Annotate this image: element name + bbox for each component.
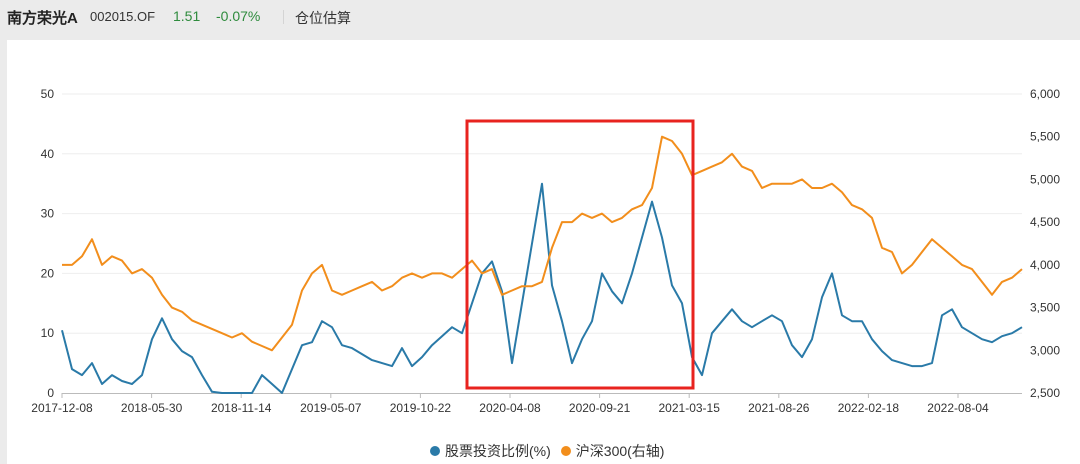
y-left-tick: 0 [47, 386, 54, 400]
y-right-tick: 2,500 [1030, 386, 1060, 400]
x-tick-label: 2022-08-04 [927, 401, 989, 415]
fund-code: 002015.OF [90, 9, 156, 24]
x-tick-label: 2022-02-18 [838, 401, 900, 415]
x-tick-label: 2018-11-14 [211, 401, 272, 415]
y-right-tick: 4,500 [1030, 215, 1060, 229]
legend-label-stock-ratio: 股票投资比例(%) [445, 443, 551, 459]
y-left-tick: 10 [41, 326, 55, 340]
y-right-tick: 5,500 [1030, 130, 1060, 144]
series-csi300-line [62, 135, 1023, 352]
legend-label-csi300: 沪深300(右轴) [575, 443, 665, 459]
legend-item-stock-ratio[interactable]: 股票投资比例(%) [430, 441, 551, 461]
fund-name: 南方荣光A [7, 10, 78, 27]
series-stock-ratio-line [61, 182, 1023, 394]
y-left-tick: 40 [41, 147, 55, 161]
y-right-tick: 5,000 [1030, 172, 1060, 186]
x-tick-label: 2020-04-08 [479, 401, 541, 415]
fund-price: 1.51 [173, 8, 201, 24]
y-left-tick: 20 [41, 266, 55, 280]
header-divider [283, 10, 284, 24]
y-left-tick: 50 [41, 87, 55, 101]
chart-legend: 股票投资比例(%) 沪深300(右轴) [430, 441, 664, 461]
legend-dot-orange-icon [560, 446, 571, 456]
fund-change: -0.07% [216, 8, 261, 24]
highlight-rectangle [465, 119, 695, 390]
fund-header: 南方荣光A 002015.OF 1.51 -0.07% 仓位估算 [0, 0, 1080, 36]
y-left-tick: 30 [41, 207, 55, 221]
x-tick-label: 2021-03-15 [659, 401, 721, 415]
x-tick-label: 2018-05-30 [121, 401, 183, 415]
y-right-tick: 6,000 [1030, 87, 1060, 101]
tab-position-estimate[interactable]: 仓位估算 [295, 10, 351, 26]
x-tick-label: 2020-09-21 [569, 401, 631, 415]
y-right-tick: 3,500 [1030, 301, 1060, 315]
y-right-tick: 3,000 [1030, 343, 1060, 357]
x-tick-label: 2017-12-08 [31, 401, 93, 415]
legend-item-csi300[interactable]: 沪深300(右轴) [560, 441, 665, 461]
x-tick-label: 2019-10-22 [390, 401, 452, 415]
legend-dot-blue-icon [430, 446, 440, 456]
x-tick-label: 2021-08-26 [748, 401, 810, 415]
y-right-tick: 4,000 [1030, 258, 1060, 272]
x-tick-label: 2019-05-07 [300, 401, 362, 415]
